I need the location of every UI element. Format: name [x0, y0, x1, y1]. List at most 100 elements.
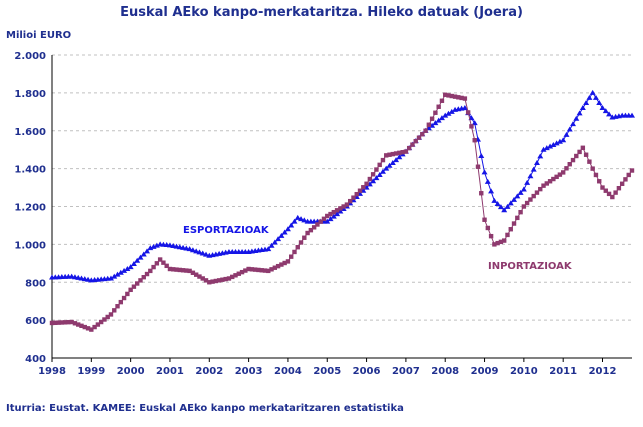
data-point-marker [626, 172, 631, 178]
data-point-marker [137, 254, 144, 260]
data-point-marker [72, 321, 78, 326]
data-point-marker [197, 274, 202, 279]
data-point-marker [288, 222, 295, 228]
data-point-marker [469, 124, 474, 129]
data-point-marker [134, 281, 140, 286]
data-point-marker [289, 254, 294, 259]
data-point-marker [413, 138, 418, 144]
data-point-marker [210, 279, 215, 284]
data-point-marker [563, 131, 570, 137]
data-point-marker [278, 232, 285, 238]
data-point-marker [502, 238, 507, 243]
data-point-marker [301, 217, 308, 223]
data-point-marker [107, 275, 114, 281]
data-point-marker [82, 324, 87, 330]
data-point-marker [344, 202, 350, 207]
data-point-marker [576, 110, 583, 116]
data-point-marker [127, 264, 134, 270]
data-point-marker [311, 225, 317, 230]
data-point-marker [95, 322, 101, 327]
data-point-marker [114, 271, 121, 277]
series-esportazioak [49, 89, 635, 283]
data-point-marker [153, 242, 160, 248]
data-point-marker [538, 186, 543, 192]
data-point-marker [367, 176, 373, 182]
data-point-marker [606, 191, 612, 197]
data-point-marker [377, 162, 382, 168]
chart-title: Euskal AEko kanpo-merkataritza. Hileko d… [120, 5, 523, 20]
data-point-marker [370, 178, 377, 184]
x-tick-label: 2010 [510, 366, 538, 377]
data-point-marker [436, 104, 441, 109]
data-point-marker [479, 191, 484, 196]
data-point-marker [543, 145, 550, 151]
data-point-marker [629, 112, 635, 118]
axes: 400 600 800 1.000 1.200 1.400 1.600 1.800 2.000 1… [14, 51, 632, 377]
data-point-marker [498, 239, 504, 245]
data-point-marker [443, 92, 448, 97]
data-point-marker [465, 110, 471, 115]
x-tick-label: 2006 [353, 366, 381, 377]
data-point-marker [547, 179, 553, 184]
data-point-marker [334, 208, 340, 213]
data-point-marker [302, 235, 307, 240]
data-point-marker [134, 257, 141, 263]
data-point-marker [589, 89, 596, 95]
data-point-marker [557, 172, 563, 177]
data-point-marker [603, 188, 608, 193]
data-point-marker [157, 257, 163, 262]
x-tick-label: 2007 [392, 366, 420, 377]
data-point-marker [387, 152, 392, 157]
data-point-marker [623, 177, 628, 182]
data-point-marker [305, 230, 310, 236]
y-tick-label: 1.400 [14, 165, 46, 176]
x-tick-label: 2004 [274, 366, 302, 377]
data-point-marker [488, 188, 495, 194]
data-point-marker [433, 110, 438, 115]
data-point-marker [354, 191, 359, 197]
data-point-marker [602, 108, 609, 114]
data-point-marker [269, 267, 274, 272]
data-point-marker [196, 249, 203, 255]
data-point-marker [246, 266, 251, 272]
data-point-marker [432, 120, 439, 126]
data-point-marker [275, 236, 282, 242]
x-tick-label: 2008 [431, 366, 459, 377]
data-point-marker [459, 95, 464, 101]
data-point-marker [435, 117, 442, 123]
data-point-marker [475, 164, 481, 169]
data-point-marker [112, 308, 117, 313]
data-point-marker [553, 140, 560, 146]
data-point-marker [138, 278, 143, 283]
data-point-marker [534, 190, 540, 195]
data-point-marker [193, 272, 199, 277]
data-point-marker [330, 213, 337, 219]
data-point-marker [488, 233, 494, 239]
data-point-marker [397, 150, 402, 156]
data-point-marker [265, 246, 272, 252]
data-point-marker [566, 126, 573, 132]
data-point-marker [174, 267, 179, 272]
data-point-marker [597, 179, 602, 184]
data-point-marker [347, 198, 353, 204]
data-point-marker [151, 264, 156, 270]
data-point-marker [485, 225, 491, 231]
data-point-marker [580, 145, 586, 150]
data-point-marker [600, 185, 605, 190]
data-point-marker [128, 287, 133, 293]
data-point-marker [540, 146, 547, 152]
data-point-marker [449, 93, 454, 99]
data-point-marker [268, 242, 275, 248]
data-point-marker [544, 181, 550, 186]
data-point-marker [520, 186, 527, 192]
data-point-marker [53, 320, 58, 326]
data-point-marker [361, 185, 366, 190]
data-point-marker [606, 111, 613, 117]
data-point-marker [370, 172, 376, 177]
data-point-marker [511, 221, 517, 226]
data-point-marker [501, 207, 508, 213]
data-point-marker [294, 214, 301, 220]
data-point-marker [130, 260, 137, 266]
data-point-marker [190, 270, 196, 275]
data-point-marker [108, 312, 114, 317]
